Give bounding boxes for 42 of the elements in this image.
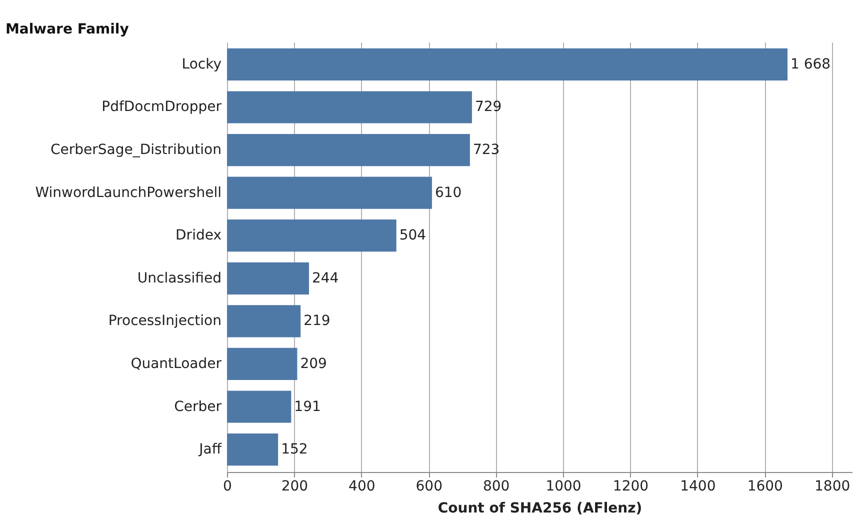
y-tick-label: Dridex <box>176 228 222 244</box>
bar <box>227 134 470 166</box>
x-tick-label: 1200 <box>612 478 649 494</box>
bar <box>227 390 292 423</box>
y-tick-label: WinwordLaunchPowershell <box>35 184 222 201</box>
y-tick-label: QuantLoader <box>130 356 222 372</box>
data-label: 219 <box>304 313 330 330</box>
y-tick-label: PdfDocmDropper <box>102 99 222 116</box>
x-tick-label: 200 <box>281 478 308 494</box>
bar <box>227 305 301 338</box>
x-tick-label: 1600 <box>747 478 783 494</box>
x-tick-label: 800 <box>482 478 510 494</box>
bar <box>227 91 472 124</box>
bar <box>227 348 298 380</box>
bar <box>227 176 432 209</box>
x-tick-label: 0 <box>223 478 232 494</box>
y-tick-label: Jaff <box>198 442 222 458</box>
x-tick-label: 600 <box>416 478 442 494</box>
data-label: 209 <box>300 356 327 372</box>
x-tick-label: 1000 <box>546 478 582 494</box>
x-tick-label: 400 <box>348 478 376 494</box>
y-tick-label: ProcessInjection <box>108 313 222 330</box>
y-axis-title: Malware Family <box>6 22 129 38</box>
y-tick-label: Locky <box>182 56 222 72</box>
bar <box>227 220 396 252</box>
x-tick-label: 1400 <box>680 478 716 494</box>
data-label: 1 668 <box>790 56 831 72</box>
data-label: 723 <box>472 142 500 158</box>
data-label: 504 <box>399 228 426 244</box>
data-label: 152 <box>281 442 308 458</box>
bar <box>227 48 788 81</box>
y-tick-label: Cerber <box>174 398 222 415</box>
data-label: 244 <box>312 270 339 286</box>
x-tick-label: 1800 <box>814 478 850 494</box>
data-label: 191 <box>294 398 321 415</box>
y-tick-label: Unclassified <box>137 270 222 286</box>
y-tick-label: CerberSage_Distribution <box>50 142 222 158</box>
bar <box>227 262 309 294</box>
bar <box>227 433 278 466</box>
data-label: 610 <box>434 184 462 201</box>
data-label: 729 <box>474 99 502 116</box>
x-axis-title: Count of SHA256 (AFlenz) <box>438 500 642 516</box>
